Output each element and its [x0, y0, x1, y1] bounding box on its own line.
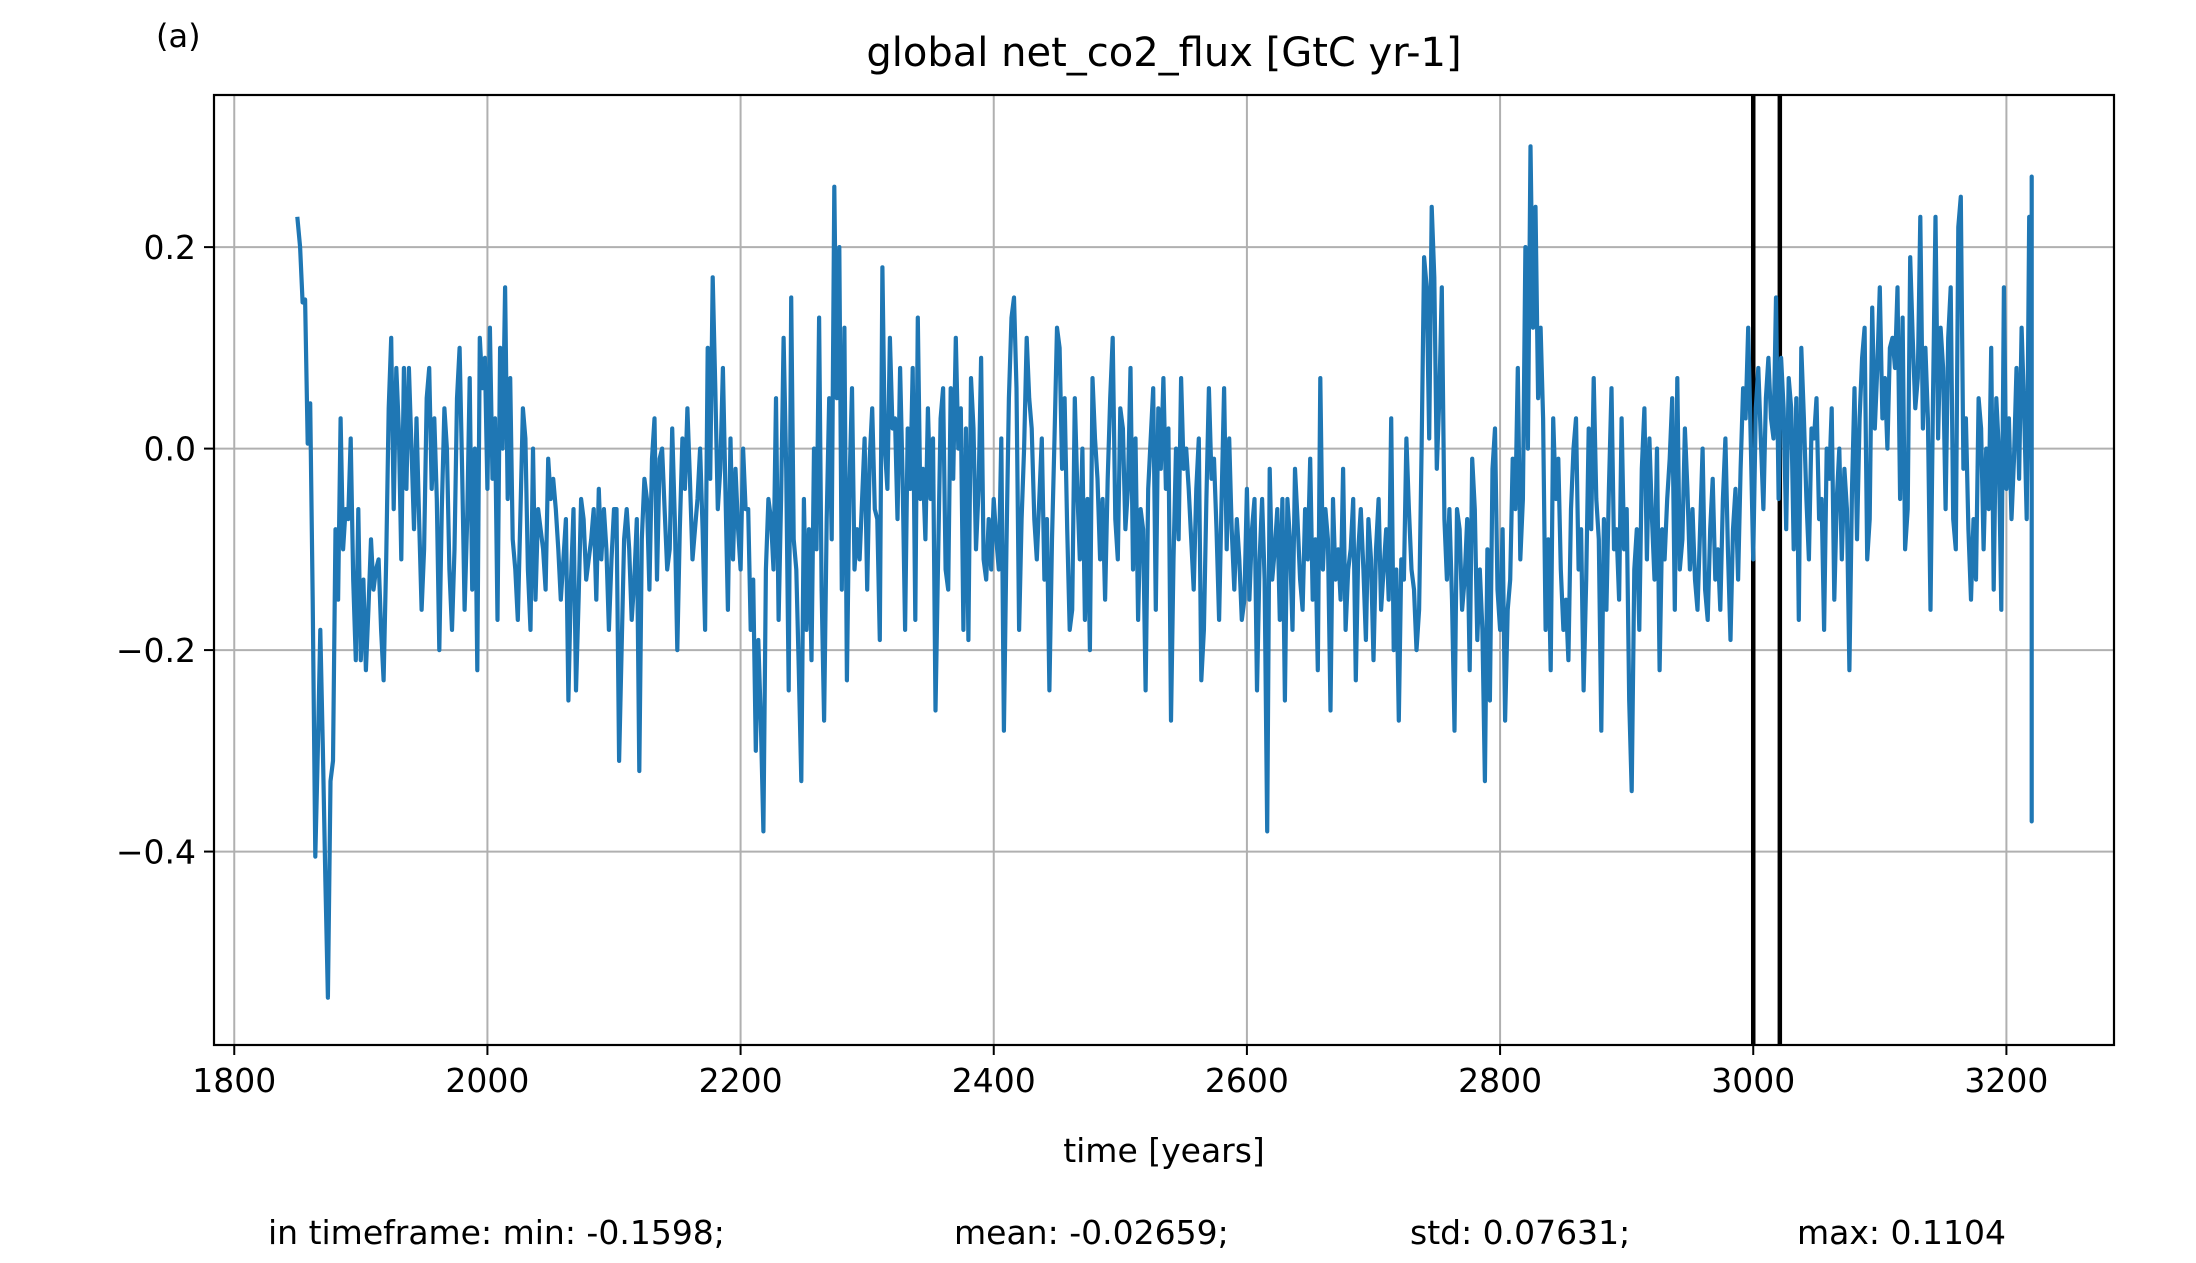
x-tick-label: 2000	[445, 1061, 529, 1100]
x-tick-label: 1800	[192, 1061, 276, 1100]
panel-label: (a)	[156, 17, 201, 55]
y-tick-label: 0.2	[144, 228, 196, 267]
chart-title: global net_co2_flux [GtC yr-1]	[866, 30, 1461, 76]
y-tick-label: −0.2	[116, 631, 196, 670]
stat-std: std: 0.07631;	[1410, 1213, 1630, 1252]
x-axis-label: time [years]	[1063, 1131, 1265, 1170]
x-tick-label: 2600	[1205, 1061, 1289, 1100]
series-layer	[295, 144, 2034, 1000]
y-axis: −0.4 −0.2 0.0 0.2	[116, 228, 214, 872]
vertical-markers	[1750, 95, 1783, 1045]
plot-frame	[212, 93, 2116, 1047]
stat-min: in timeframe: min: -0.1598;	[268, 1213, 725, 1252]
x-tick-label: 3200	[1964, 1061, 2048, 1100]
x-tick-label: 2200	[699, 1061, 783, 1100]
stat-mean: mean: -0.02659;	[954, 1213, 1229, 1252]
x-tick-label: 3000	[1711, 1061, 1795, 1100]
y-tick-label: −0.4	[116, 833, 196, 872]
x-tick-label: 2800	[1458, 1061, 1542, 1100]
x-axis: 1800 2000 2200 2400 2600 2800 3000 3200	[192, 1045, 2048, 1100]
stat-max: max: 0.1104	[1797, 1213, 2006, 1252]
series-line	[295, 144, 2034, 1000]
y-tick-label: 0.0	[144, 430, 196, 469]
x-tick-label: 2400	[952, 1061, 1036, 1100]
